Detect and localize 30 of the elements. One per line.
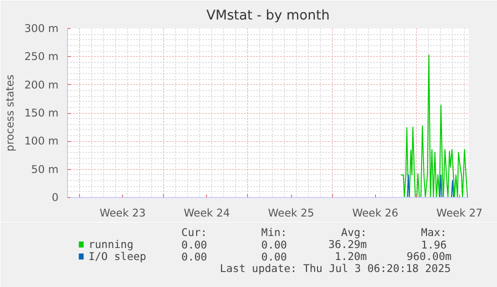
legend-label: I/O sleep xyxy=(88,250,146,263)
y-tick-label: 150 m xyxy=(24,106,58,120)
text: 960.00m xyxy=(406,250,452,263)
x-tick-label: Week 23 xyxy=(100,206,146,220)
line-series xyxy=(400,54,468,198)
y-tick-label: 50 m xyxy=(31,162,58,176)
text: Min: xyxy=(261,226,287,239)
text: Max: xyxy=(421,226,447,239)
chart-title: VMstat - by month xyxy=(206,8,330,24)
text: Cur: xyxy=(181,226,208,239)
text: Last update: Thu Jul 3 06:20:18 2025 xyxy=(220,262,451,275)
text: 1.96 xyxy=(421,238,447,252)
text: 0.00 xyxy=(261,238,287,252)
text: Avg: xyxy=(341,226,367,239)
x-tick-label: Week 27 xyxy=(436,206,483,220)
text: 1.20m xyxy=(334,250,367,263)
y-tick-label: 200 m xyxy=(24,78,58,92)
x-tick-label: Week 24 xyxy=(184,206,230,220)
text: 0.00 xyxy=(181,250,208,264)
y-tick-label: 100 m xyxy=(24,134,58,148)
y-axis-title: process states xyxy=(3,74,16,152)
text: 0.00 xyxy=(261,250,287,264)
y-tick-label: 250 m xyxy=(24,50,58,64)
legend-label: running xyxy=(88,238,134,251)
x-tick-label: Week 26 xyxy=(352,206,399,220)
text: 0.00 xyxy=(181,238,208,252)
y-tick-label: 300 m xyxy=(24,22,58,35)
y-tick-label: 0 xyxy=(52,191,59,204)
text: 36.29m xyxy=(328,238,367,251)
x-tick-label: Week 25 xyxy=(268,206,314,220)
